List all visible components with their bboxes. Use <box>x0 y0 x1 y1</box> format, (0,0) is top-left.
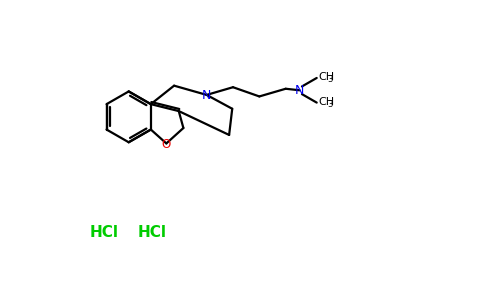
Text: N: N <box>202 89 212 102</box>
Text: HCl: HCl <box>138 225 167 240</box>
Text: 3: 3 <box>328 100 333 109</box>
Text: HCl: HCl <box>90 225 119 240</box>
Text: CH: CH <box>318 97 334 107</box>
Text: 3: 3 <box>328 75 333 84</box>
Text: N: N <box>295 84 304 97</box>
Text: O: O <box>161 138 170 151</box>
Text: CH: CH <box>318 72 334 82</box>
